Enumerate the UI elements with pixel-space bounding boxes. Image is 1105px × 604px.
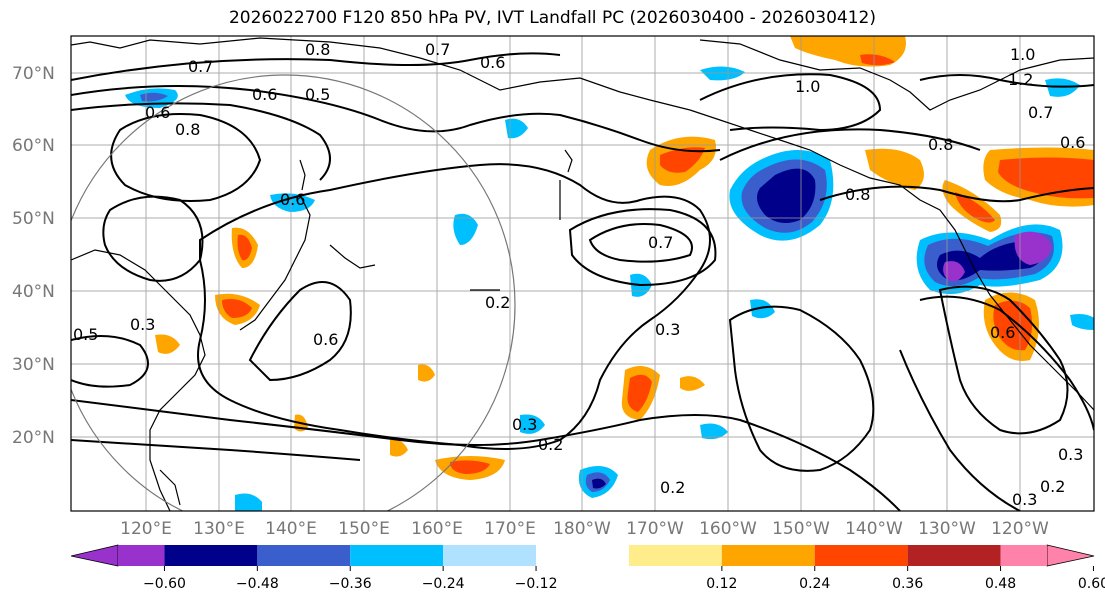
colorbar-box	[350, 545, 444, 566]
contour-label: 0.3	[1058, 445, 1083, 464]
lat-label: 60°N	[12, 136, 55, 156]
contour-label: 0.8	[845, 185, 870, 204]
lon-label: 170°W	[626, 519, 684, 539]
lon-label: 160°E	[411, 519, 463, 539]
colorbar-box	[443, 545, 537, 566]
contour-label: 0.2	[485, 293, 510, 312]
contour-label: 0.8	[305, 40, 330, 59]
contour-label: 0.6	[480, 53, 505, 72]
colorbar-extend-max	[1046, 544, 1095, 567]
contour-label: 0.7	[648, 233, 673, 252]
colorbar-box	[536, 545, 629, 566]
contour-label: 0.3	[1012, 490, 1037, 509]
colorbar-box	[721, 545, 815, 566]
lon-label: 120°W	[991, 519, 1049, 539]
contour-label: 0.2	[1040, 477, 1065, 496]
colorbar: −0.60 −0.48 −0.36 −0.24 −0.12 0.12 0.24 0.36 0.4…	[70, 544, 1105, 592]
contour-label: 0.3	[655, 320, 680, 339]
lon-label: 150°W	[772, 519, 830, 539]
contour-label: 0.7	[425, 40, 450, 59]
contour-label: 0.3	[130, 315, 155, 334]
contour-label: 0.7	[188, 57, 213, 76]
lat-label: 40°N	[12, 282, 55, 302]
contour-labels: 0.8 0.7 0.6 0.6 0.5 0.6 0.8 1.0 0.7 0.6 …	[73, 40, 1085, 509]
contour-label: 0.6	[280, 190, 305, 209]
colorbar-box	[1000, 545, 1047, 566]
lon-label: 130°E	[193, 519, 245, 539]
contour-label: 0.6	[990, 323, 1015, 342]
contour-label: 0.5	[305, 85, 330, 104]
contour-label: 0.6	[313, 330, 338, 349]
lon-labels: 120°E 130°E 140°E 150°E 160°E 170°E 180°…	[120, 519, 1049, 539]
colorbar-tick-label: −0.12	[515, 576, 558, 592]
colorbar-box	[164, 545, 258, 566]
lat-label: 30°N	[12, 355, 55, 375]
map-frame	[70, 35, 1095, 512]
colorbar-box	[118, 545, 165, 566]
lat-label: 20°N	[12, 428, 55, 448]
contour-label: 0.2	[660, 478, 685, 497]
lon-label: 120°E	[120, 519, 172, 539]
lon-label: 160°W	[699, 519, 757, 539]
colorbar-box	[814, 545, 908, 566]
contour-label: 0.8	[175, 120, 200, 139]
lon-label: 150°E	[338, 519, 390, 539]
contour-label: 0.3	[512, 415, 537, 434]
lon-label: 140°W	[845, 519, 903, 539]
lon-label: 170°E	[484, 519, 536, 539]
lat-label: 70°N	[12, 64, 55, 84]
range-circle	[71, 74, 516, 511]
colorbar-box	[907, 545, 1001, 566]
contour-label: 1.2	[1008, 70, 1033, 89]
map-title: 2026022700 F120 850 hPa PV, IVT Landfall…	[228, 8, 876, 28]
colorbar-extend-min	[70, 544, 119, 567]
contour-label: 0.5	[73, 325, 98, 344]
colorbar-box	[257, 545, 351, 566]
colorbar-tick-label: 0.48	[985, 576, 1016, 592]
colorbar-box	[628, 545, 722, 566]
lat-label: 50°N	[12, 209, 55, 229]
contour-label: 1.0	[1010, 45, 1035, 64]
colorbar-tick-label: 0.12	[706, 576, 737, 592]
lon-label: 180°W	[553, 519, 611, 539]
contour-label: 0.6	[145, 103, 170, 122]
contour-label: 0.8	[928, 135, 953, 154]
colorbar-tick-label: −0.24	[422, 576, 465, 592]
lat-labels: 70°N 60°N 50°N 40°N 30°N 20°N	[12, 64, 55, 448]
colorbar-tick-label: −0.48	[236, 576, 279, 592]
contour-label: 0.7	[1028, 103, 1053, 122]
colorbar-tick-label: −0.36	[329, 576, 372, 592]
contour-label: 0.2	[538, 435, 563, 454]
contour-label: 0.6	[252, 85, 277, 104]
contour-label: 1.0	[795, 77, 820, 96]
colorbar-tick-label: −0.60	[143, 576, 186, 592]
colorbar-tick-label: 0.24	[799, 576, 830, 592]
graticule	[71, 36, 1094, 511]
pv-contours	[71, 52, 1094, 511]
colorbar-tick-label: 0.36	[892, 576, 923, 592]
colorbar-tick-label: 0.60	[1078, 576, 1105, 592]
lon-label: 130°W	[918, 519, 976, 539]
contour-label: 0.6	[1060, 133, 1085, 152]
lon-label: 140°E	[265, 519, 317, 539]
